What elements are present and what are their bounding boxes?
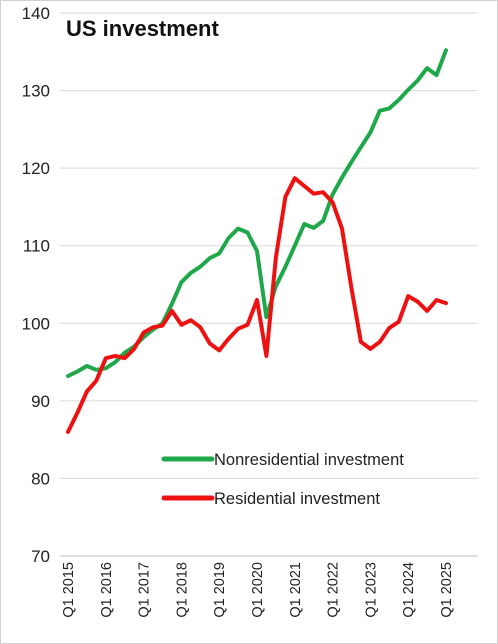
x-tick-label: Q1 2022 — [326, 562, 342, 618]
y-tick-label: 120 — [22, 159, 50, 178]
gridlines — [60, 12, 478, 557]
x-tick-label: Q1 2023 — [363, 562, 379, 618]
x-axis-ticks: Q1 2015 Q1 2016 Q1 2017 Q1 2018 Q1 2019 Q1 20… — [61, 562, 455, 618]
y-tick-label: 90 — [31, 392, 50, 411]
series-line-nonresidential-investment — [66, 48, 448, 378]
x-tick-label: Q1 2015 — [61, 562, 77, 618]
chart-title: US investment — [66, 16, 219, 41]
y-axis-ticks: 70 80 90 100 110 120 130 140 — [22, 4, 50, 566]
y-tick-label: 80 — [31, 469, 50, 488]
legend-label-nonresidential: Nonresidential investment — [214, 451, 404, 469]
x-tick-label: Q1 2025 — [439, 562, 455, 618]
x-tick-label: Q1 2019 — [212, 562, 228, 618]
x-tick-label: Q1 2024 — [401, 562, 417, 618]
y-tick-label: 110 — [23, 237, 50, 256]
x-tick-label: Q1 2018 — [174, 562, 190, 618]
x-tick-label: Q1 2016 — [99, 562, 115, 618]
x-tick-label: Q1 2017 — [137, 562, 153, 618]
x-tick-label: Q1 2021 — [288, 562, 304, 618]
y-tick-label: 70 — [31, 547, 50, 566]
y-tick-label: 130 — [22, 82, 50, 101]
x-tick-label: Q1 2020 — [250, 562, 266, 618]
series-line-residential-investment — [66, 176, 448, 434]
legend: Nonresidential investment Residential in… — [161, 451, 404, 508]
y-tick-label: 140 — [22, 4, 50, 23]
y-tick-label: 100 — [22, 314, 50, 333]
legend-label-residential: Residential investment — [214, 490, 380, 508]
series-lines — [66, 48, 448, 434]
